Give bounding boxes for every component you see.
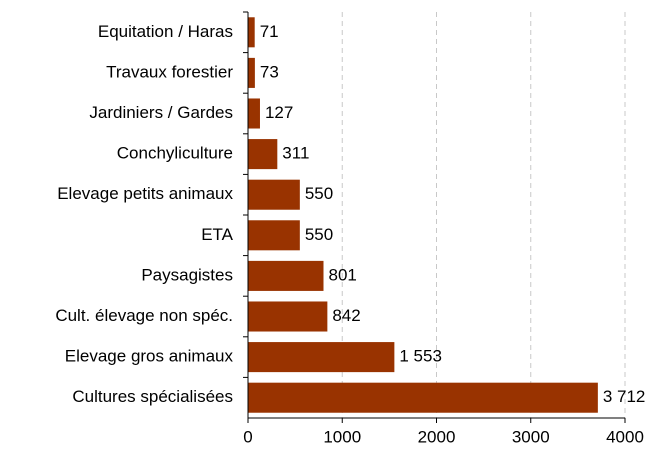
y-tick-label: Conchyliculture — [117, 144, 233, 163]
x-tick-label: 4000 — [606, 427, 644, 446]
y-tick-label: Cultures spécialisées — [72, 387, 233, 406]
bar — [248, 139, 278, 170]
bar — [248, 220, 300, 251]
y-tick-label: Travaux forestier — [106, 62, 233, 81]
value-label: 550 — [305, 225, 333, 244]
bar — [248, 382, 598, 413]
y-tick-label: Equitation / Haras — [98, 22, 233, 41]
bar — [248, 342, 395, 373]
value-label: 1 553 — [399, 347, 442, 366]
x-tick-label: 3000 — [512, 427, 550, 446]
y-tick-label: Paysagistes — [141, 265, 233, 284]
value-label: 73 — [260, 62, 279, 81]
bar — [248, 57, 255, 88]
y-tick-label: Elevage petits animaux — [57, 184, 233, 203]
value-label: 71 — [260, 22, 279, 41]
value-label: 3 712 — [603, 387, 646, 406]
value-label: 550 — [305, 184, 333, 203]
bar — [248, 260, 324, 291]
y-tick-label: Jardiniers / Gardes — [89, 103, 233, 122]
x-tick-label: 2000 — [418, 427, 456, 446]
y-tick-label: Cult. élevage non spéc. — [55, 306, 233, 325]
value-label: 801 — [328, 265, 356, 284]
value-label: 842 — [332, 306, 360, 325]
bar — [248, 98, 260, 129]
y-tick-label: Elevage gros animaux — [65, 347, 234, 366]
x-tick-label: 0 — [243, 427, 252, 446]
bar — [248, 179, 300, 210]
x-tick-label: 1000 — [323, 427, 361, 446]
y-tick-label: ETA — [201, 225, 233, 244]
value-label: 127 — [265, 103, 293, 122]
value-label: 311 — [282, 144, 309, 163]
bar — [248, 301, 328, 332]
bar — [248, 17, 255, 48]
